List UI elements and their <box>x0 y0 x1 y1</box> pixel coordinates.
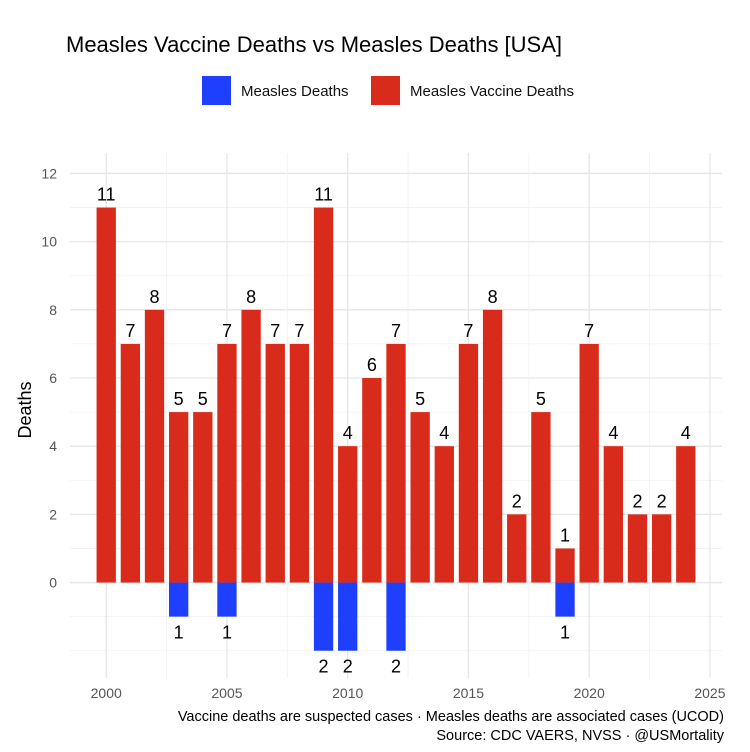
y-tick-label: 10 <box>41 234 57 250</box>
x-tick-label: 2015 <box>453 685 484 701</box>
measles-vaccine-deaths-data-label: 7 <box>463 321 473 341</box>
measles-vaccine-deaths-data-label: 6 <box>367 355 377 375</box>
measles-vaccine-deaths-bar <box>579 343 599 583</box>
measles-deaths-bar <box>313 582 334 651</box>
measles-vaccine-deaths-bar <box>482 309 503 583</box>
x-tick-label: 2020 <box>574 685 605 701</box>
measles-vaccine-deaths-data-label: 2 <box>657 491 667 511</box>
measles-vaccine-deaths-data-label: 5 <box>415 389 425 409</box>
y-tick-label: 4 <box>49 438 57 454</box>
y-axis-title: Deaths <box>15 381 35 438</box>
y-tick-label: 12 <box>41 165 57 181</box>
measles-vaccine-deaths-bar <box>217 343 237 583</box>
measles-vaccine-deaths-data-label: 5 <box>174 389 184 409</box>
y-tick-label: 2 <box>49 506 57 522</box>
measles-deaths-data-label: 1 <box>174 623 184 643</box>
measles-vaccine-deaths-bar <box>410 412 430 583</box>
measles-deaths-bar <box>338 582 358 651</box>
measles-vaccine-deaths-bar <box>96 207 116 583</box>
measles-deaths-data-label: 1 <box>222 623 232 643</box>
measles-deaths-data-label: 2 <box>319 657 329 677</box>
measles-deaths-bar <box>555 582 575 617</box>
y-tick-label: 0 <box>49 575 57 591</box>
measles-vaccine-deaths-bar <box>193 412 213 583</box>
x-tick-label: 2005 <box>211 685 242 701</box>
measles-vaccine-deaths-data-label: 8 <box>246 287 256 307</box>
measles-vaccine-deaths-bar <box>144 309 165 583</box>
measles-vaccine-deaths-data-label: 5 <box>198 389 208 409</box>
measles-deaths-bar <box>169 582 189 617</box>
measles-vaccine-deaths-data-label: 7 <box>125 321 135 341</box>
x-axis-tick-labels: 2000 2005 2010 2015 2020 2025 <box>91 685 726 701</box>
measles-vaccine-deaths-data-label: 4 <box>681 423 691 443</box>
measles-deaths-data-label: 2 <box>391 657 401 677</box>
measles-vaccine-deaths-data-label: 7 <box>294 321 304 341</box>
measles-vaccine-deaths-bar <box>289 343 310 583</box>
x-tick-label: 2000 <box>91 685 122 701</box>
measles-vaccine-deaths-bar <box>362 378 382 583</box>
x-tick-label: 2010 <box>332 685 363 701</box>
measles-vaccine-deaths-data-label: 1 <box>560 525 570 545</box>
measles-vaccine-deaths-bar <box>627 514 648 583</box>
measles-vaccine-deaths-data-label: 4 <box>439 423 449 443</box>
caption-line-2: Source: CDC VAERS, NVSS · @USMortality <box>436 728 724 744</box>
measles-deaths-data-label: 1 <box>560 623 570 643</box>
measles-vaccine-deaths-data-label: 8 <box>150 287 160 307</box>
measles-vaccine-deaths-bar <box>265 343 285 583</box>
measles-vaccine-deaths-bar <box>120 343 141 583</box>
y-tick-label: 8 <box>49 302 57 318</box>
bars <box>96 207 696 651</box>
measles-vaccine-deaths-bar <box>651 514 672 583</box>
measles-vaccine-deaths-bar <box>386 343 406 583</box>
measles-vaccine-deaths-bar <box>603 446 623 583</box>
legend-swatch-measles-vaccine-deaths <box>371 76 400 105</box>
measles-vaccine-deaths-data-label: 5 <box>536 389 546 409</box>
measles-vaccine-deaths-data-label: 7 <box>391 321 401 341</box>
caption-line-1: Vaccine deaths are suspected cases · Mea… <box>178 709 724 725</box>
measles-vaccine-deaths-bar <box>458 343 479 583</box>
measles-vaccine-deaths-data-label: 11 <box>97 185 116 205</box>
measles-vaccine-deaths-bar <box>531 412 551 583</box>
legend: Measles Deaths Measles Vaccine Deaths <box>202 76 574 105</box>
y-tick-label: 6 <box>49 370 57 386</box>
measles-vaccine-deaths-data-label: 8 <box>488 287 498 307</box>
measles-deaths-data-label: 2 <box>343 657 353 677</box>
measles-vaccine-deaths-data-label: 11 <box>314 185 333 205</box>
measles-vaccine-deaths-data-label: 2 <box>632 491 642 511</box>
measles-vaccine-deaths-data-label: 4 <box>608 423 618 443</box>
legend-label-measles-deaths: Measles Deaths <box>241 83 349 100</box>
measles-vaccine-deaths-bar <box>313 207 334 583</box>
measles-vaccine-deaths-bar <box>507 514 527 583</box>
legend-label-measles-vaccine-deaths: Measles Vaccine Deaths <box>410 83 574 100</box>
measles-deaths-bar <box>217 582 237 617</box>
measles-vaccine-deaths-bar <box>555 548 575 583</box>
measles-deaths-bar <box>386 582 406 651</box>
measles-vaccine-deaths-bar <box>169 412 189 583</box>
measles-vaccine-deaths-data-label: 2 <box>512 491 522 511</box>
measles-vaccine-deaths-bar <box>676 446 696 583</box>
measles-vaccine-deaths-data-label: 7 <box>584 321 594 341</box>
measles-vaccine-deaths-bar <box>338 446 358 583</box>
y-axis-tick-labels: 0 2 4 6 8 10 12 <box>41 165 57 590</box>
measles-vaccine-deaths-data-label: 7 <box>270 321 280 341</box>
measles-vaccine-deaths-data-label: 4 <box>343 423 353 443</box>
measles-vaccine-deaths-data-label: 7 <box>222 321 232 341</box>
chart-title: Measles Vaccine Deaths vs Measles Deaths… <box>66 32 562 57</box>
x-tick-label: 2025 <box>694 685 725 701</box>
measles-vaccine-deaths-bar <box>241 309 261 583</box>
legend-swatch-measles-deaths <box>202 76 231 105</box>
measles-vaccine-deaths-bar <box>434 446 454 583</box>
